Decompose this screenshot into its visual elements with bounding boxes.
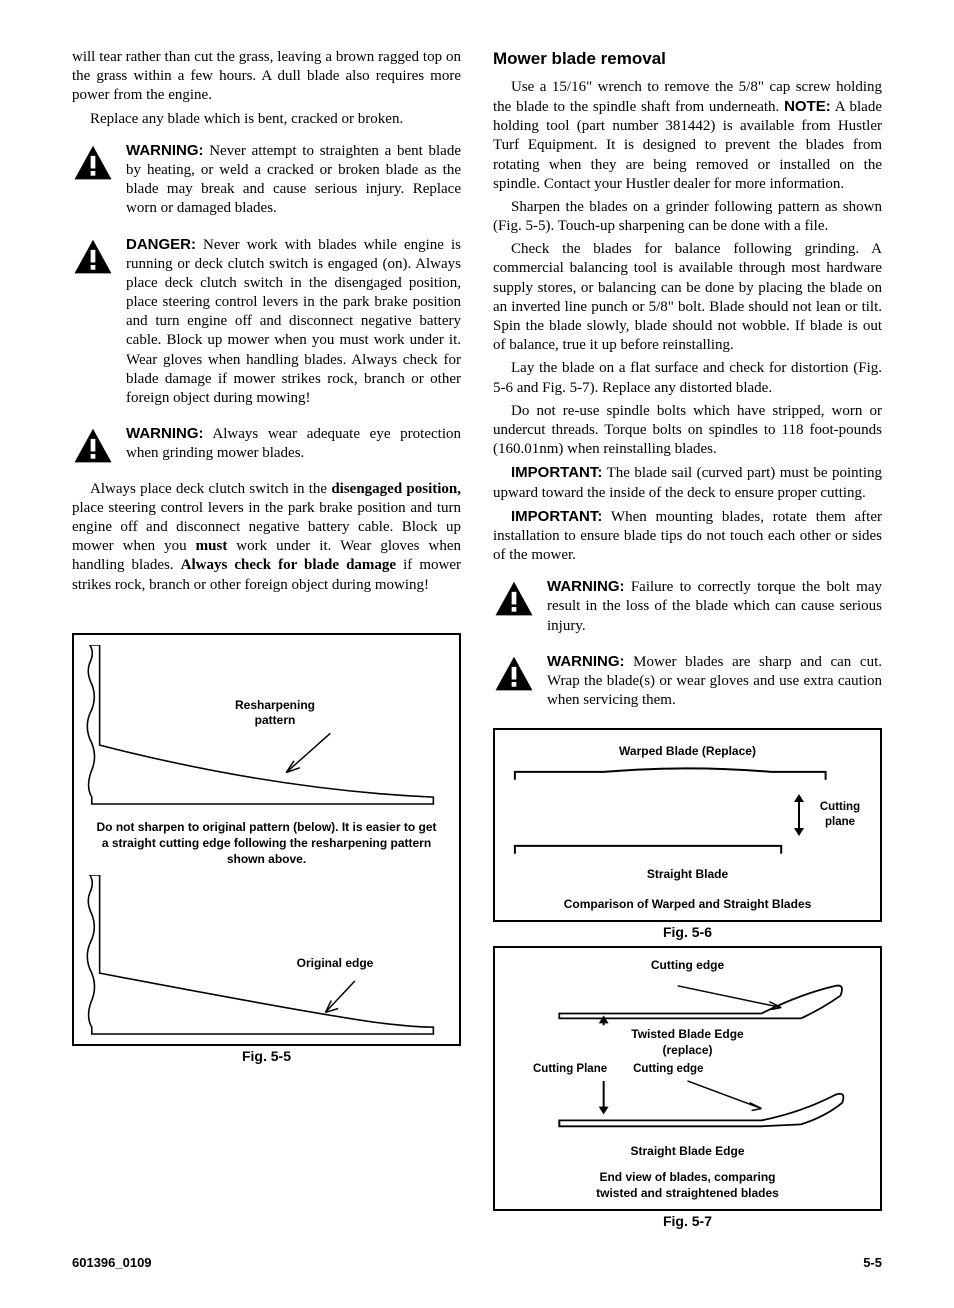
warning-label: WARNING:	[547, 653, 625, 670]
warning-icon	[72, 143, 114, 183]
fig-caption: Fig. 5-5	[72, 1048, 461, 1066]
fig-mid-text: Do not sharpen to original pattern (belo…	[92, 819, 441, 868]
important-label: IMPORTANT:	[511, 464, 602, 481]
fig-caption: Fig. 5-7	[493, 1213, 882, 1231]
right-column: Mower blade removal Use a 15/16" wrench …	[493, 48, 882, 1231]
note-label: NOTE:	[784, 98, 831, 115]
text: plane	[810, 815, 870, 830]
left-column: will tear rather than cut the grass, lea…	[72, 48, 461, 1231]
warning-icon	[72, 237, 114, 277]
fig-label: End view of blades, comparing twisted an…	[505, 1170, 870, 1201]
text: disengaged position,	[331, 481, 461, 497]
warning-text: WARNING: Mower blades are sharp and can …	[547, 652, 882, 711]
fig-label: Cutting edge	[633, 1062, 703, 1077]
fig56-warped-diagram	[505, 762, 870, 792]
danger-label: DANGER:	[126, 236, 196, 253]
para: Do not re-use spindle bolts which have s…	[493, 402, 882, 460]
para: will tear rather than cut the grass, lea…	[72, 48, 461, 106]
para: IMPORTANT: The blade sail (curved part) …	[493, 463, 882, 502]
fig56-straight-diagram	[505, 838, 870, 862]
para: Always place deck clutch switch in the d…	[72, 480, 461, 595]
fig-label: Resharpening pattern	[190, 698, 360, 729]
fig-caption: Fig. 5-6	[493, 924, 882, 942]
para: Replace any blade which is bent, cracked…	[72, 110, 461, 129]
fig-label: Original edge	[250, 956, 420, 972]
danger-block: DANGER: Never work with blades while eng…	[72, 235, 461, 413]
text: Never work with blades while engine is r…	[126, 237, 461, 407]
text: must	[196, 538, 228, 554]
section-heading: Mower blade removal	[493, 48, 882, 70]
text: End view of blades, comparing	[505, 1170, 870, 1186]
para: Lay the blade on a flat surface and chec…	[493, 359, 882, 397]
para: IMPORTANT: When mounting blades, rotate …	[493, 507, 882, 566]
page-footer: 601396_0109 5-5	[72, 1255, 882, 1272]
text: twisted and straightened blades	[505, 1186, 870, 1202]
warning-label: WARNING:	[547, 578, 625, 595]
warning-text: WARNING: Failure to correctly torque the…	[547, 577, 882, 636]
fig-label: Cutting plane	[810, 800, 870, 830]
para: Use a 15/16" wrench to remove the 5/8" c…	[493, 78, 882, 194]
warning-block: WARNING: Always wear adequate eye protec…	[72, 424, 461, 467]
fig-label: Straight Blade	[505, 867, 870, 883]
text: Always check for blade damage	[181, 557, 396, 573]
warning-block: WARNING: Failure to correctly torque the…	[493, 577, 882, 640]
warning-icon	[493, 579, 535, 619]
danger-text: DANGER: Never work with blades while eng…	[126, 235, 461, 409]
figure-5-6: Warped Blade (Replace) Cutting plane	[493, 728, 882, 922]
fig-label: Twisted Blade Edge (replace)	[505, 1027, 870, 1058]
fig-label: Straight Blade Edge	[505, 1144, 870, 1160]
warning-label: WARNING:	[126, 142, 204, 159]
footer-pagenum: 5-5	[863, 1255, 882, 1272]
warning-label: WARNING:	[126, 425, 204, 442]
warning-block: WARNING: Mower blades are sharp and can …	[493, 652, 882, 715]
text: Cutting	[810, 800, 870, 815]
warning-text: WARNING: Never attempt to straighten a b…	[126, 141, 461, 219]
warning-text: WARNING: Always wear adequate eye protec…	[126, 424, 461, 463]
warning-block: WARNING: Never attempt to straighten a b…	[72, 141, 461, 223]
para: Sharpen the blades on a grinder followin…	[493, 198, 882, 236]
fig57-twisted-diagram	[505, 974, 870, 1029]
text: Always place deck clutch switch in the	[90, 481, 331, 497]
figure-5-7: Cutting edge Twisted Blade Edge (replace…	[493, 946, 882, 1211]
figure-5-5: Resharpening pattern Do not sharpen to o…	[72, 633, 461, 1046]
text: Resharpening	[190, 698, 360, 714]
fig-label: Comparison of Warped and Straight Blades	[505, 897, 870, 913]
fig-label: Warped Blade (Replace)	[505, 744, 870, 760]
text: Twisted Blade Edge	[505, 1027, 870, 1043]
arrow-icon	[788, 792, 810, 838]
important-label: IMPORTANT:	[511, 508, 602, 525]
footer-docid: 601396_0109	[72, 1255, 152, 1272]
text: pattern	[190, 713, 360, 729]
warning-icon	[493, 654, 535, 694]
fig-label: Cutting Plane	[533, 1062, 607, 1077]
para: Check the blades for balance following g…	[493, 240, 882, 355]
warning-icon	[72, 426, 114, 466]
text: (replace)	[505, 1043, 870, 1059]
fig-label: Cutting edge	[505, 958, 870, 974]
fig57-straight-diagram	[505, 1077, 870, 1140]
